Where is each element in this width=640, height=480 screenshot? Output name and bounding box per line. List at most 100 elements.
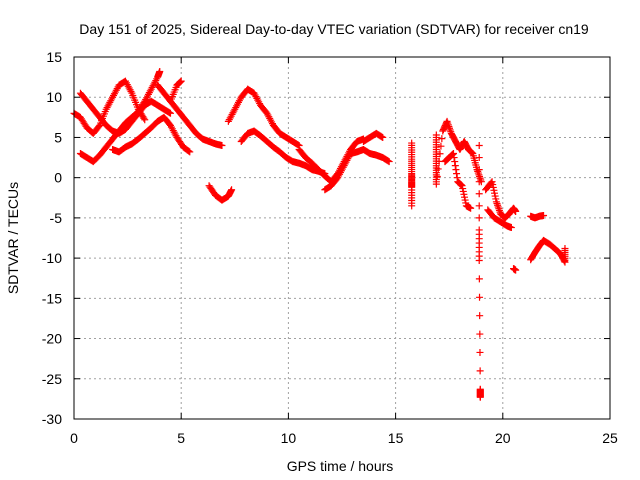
data-point xyxy=(474,167,482,175)
data-point xyxy=(475,202,483,210)
series-sat-r xyxy=(484,206,515,232)
data-point xyxy=(218,141,226,149)
series-sat-t xyxy=(527,211,548,222)
y-tick-label: 0 xyxy=(54,170,62,186)
data-point xyxy=(561,244,569,252)
grid xyxy=(74,57,610,419)
data-point xyxy=(446,124,454,132)
y-tick-label: -20 xyxy=(42,331,62,347)
data-point xyxy=(446,126,454,134)
data-point xyxy=(475,178,483,186)
data-point xyxy=(467,204,475,212)
data-point xyxy=(434,165,442,173)
x-tick-label: 10 xyxy=(281,430,297,446)
series-sat-u xyxy=(527,236,569,266)
data-point xyxy=(475,214,483,222)
data-point xyxy=(512,266,520,274)
data-point xyxy=(444,119,452,127)
series-sat-o xyxy=(441,150,475,212)
data-point xyxy=(476,367,484,375)
y-tick-label: 5 xyxy=(54,129,62,145)
data-point xyxy=(443,117,451,125)
y-tick-label: -15 xyxy=(42,290,62,306)
data-point xyxy=(494,203,502,211)
data-point xyxy=(436,150,444,158)
y-tick-label: 15 xyxy=(46,49,62,65)
data-point xyxy=(185,147,193,155)
series-sat-p xyxy=(475,141,484,401)
data-point xyxy=(433,173,441,181)
data-point xyxy=(477,176,485,184)
y-tick-label: -30 xyxy=(42,411,62,427)
x-axis-label: GPS time / hours xyxy=(287,458,394,474)
chart-title: Day 151 of 2025, Sidereal Day-to-day VTE… xyxy=(79,21,589,37)
series-sat-c xyxy=(76,67,164,166)
data-point xyxy=(476,330,484,338)
data-point xyxy=(127,87,135,95)
data-point xyxy=(437,142,445,150)
data-point xyxy=(487,179,495,187)
data-point xyxy=(475,257,483,265)
series-sat-i xyxy=(237,127,329,178)
series-sat-e xyxy=(154,81,226,149)
data-point xyxy=(451,158,459,166)
series-sat-f xyxy=(166,77,185,105)
data-point xyxy=(177,77,185,85)
data-point xyxy=(507,224,515,232)
data-point xyxy=(476,174,484,182)
data-point xyxy=(140,114,148,122)
x-tick-label: 25 xyxy=(602,430,618,446)
data-point xyxy=(408,202,416,210)
data-point xyxy=(476,293,484,301)
y-tick-label: -5 xyxy=(50,210,63,226)
data-point xyxy=(475,154,483,162)
data-point xyxy=(438,135,446,143)
data-point xyxy=(492,198,500,206)
data-point xyxy=(156,67,164,75)
data-point xyxy=(141,116,149,124)
data-point xyxy=(476,348,484,356)
series-sat-s xyxy=(510,265,520,274)
data-point xyxy=(445,123,453,131)
data-point xyxy=(444,121,452,129)
y-tick-label: 10 xyxy=(46,89,62,105)
data-point xyxy=(449,150,457,158)
data-point xyxy=(495,205,503,213)
data-point xyxy=(451,162,459,170)
data-point xyxy=(453,170,461,178)
data-point xyxy=(385,158,393,166)
data-points xyxy=(70,67,569,401)
series-sat-d xyxy=(109,113,194,156)
data-point xyxy=(186,148,194,156)
series-sat-n xyxy=(432,117,485,188)
x-tick-label: 20 xyxy=(495,430,511,446)
series-sat-g xyxy=(205,182,236,204)
data-point xyxy=(432,180,440,188)
x-tick-label: 0 xyxy=(70,430,78,446)
data-point xyxy=(452,166,460,174)
data-point xyxy=(453,174,461,182)
data-point xyxy=(166,109,174,117)
y-tick-label: -10 xyxy=(42,250,62,266)
data-point xyxy=(540,211,548,219)
data-point xyxy=(475,166,483,174)
plot-frame xyxy=(73,56,611,420)
data-point xyxy=(379,133,387,141)
data-point xyxy=(476,393,484,401)
axis-ticks xyxy=(73,56,611,420)
series-sat-q xyxy=(482,178,520,222)
y-axis-label: SDTVAR / TECUs xyxy=(5,182,21,294)
x-tick-label: 5 xyxy=(177,430,185,446)
data-point xyxy=(450,154,458,162)
x-tick-label: 15 xyxy=(388,430,404,446)
series-sat-l xyxy=(359,129,387,145)
series-sat-k xyxy=(321,146,393,194)
data-point xyxy=(474,169,482,177)
data-point xyxy=(475,141,483,149)
data-point xyxy=(494,201,502,209)
series-sat-j xyxy=(295,135,367,186)
data-point xyxy=(475,275,483,283)
tick-labels: 0 5 10 15 20 25 -30 -25 -20 -15 -10 -5 0 5 10 15 xyxy=(42,49,618,446)
series-sat-m xyxy=(408,139,416,210)
